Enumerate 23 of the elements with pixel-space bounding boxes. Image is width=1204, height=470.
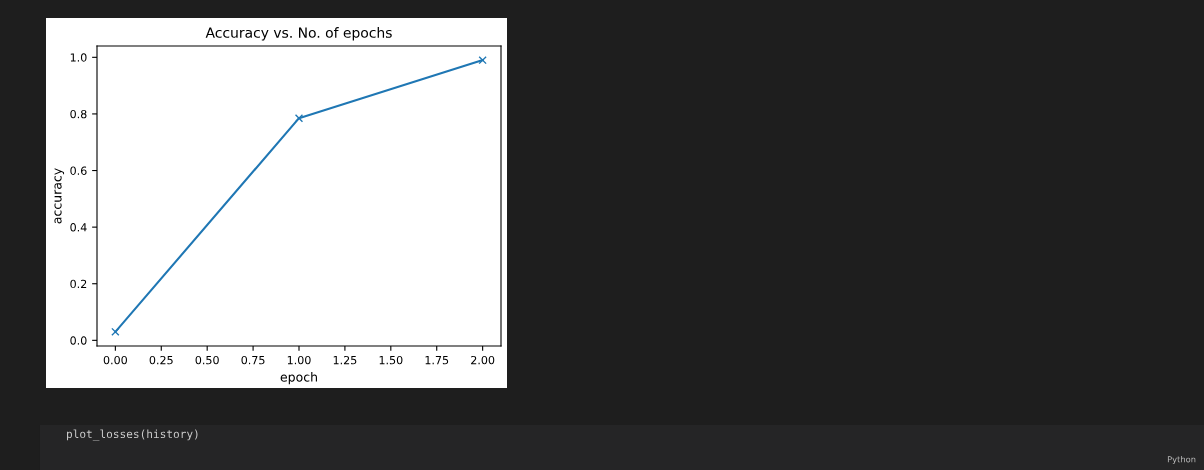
x-axis-title: epoch	[280, 372, 317, 385]
x-tick-label: 0.25	[149, 355, 173, 365]
x-tick-label: 1.00	[287, 355, 311, 365]
y-tick-label: 0.4	[70, 223, 87, 232]
x-tick-label: 0.50	[195, 355, 219, 365]
text: Python	[1167, 455, 1196, 465]
text: plot_losses(history)	[67, 429, 198, 441]
y-tick-label: 0.8	[70, 109, 87, 119]
x-tick-label: 0.75	[241, 355, 265, 365]
y-tick-label: 1.0	[70, 53, 87, 62]
x-tick-label: 1.25	[333, 355, 357, 365]
y-tick-label: 0.0	[70, 336, 87, 345]
y-tick-label: 0.2	[70, 279, 87, 289]
point	[111, 327, 120, 337]
y-tick-label: 0.6	[70, 166, 87, 175]
y-axis-title: accuracy	[54, 168, 65, 224]
x-tick-label: 1.50	[379, 355, 403, 365]
x-tick-label: 2.00	[471, 355, 495, 365]
chart-title: Accuracy vs. No. of epochs	[205, 27, 392, 41]
x-tick-label: 1.75	[425, 356, 449, 365]
point	[478, 55, 487, 65]
x-tick-label: 0.00	[103, 355, 127, 365]
point	[294, 114, 304, 123]
